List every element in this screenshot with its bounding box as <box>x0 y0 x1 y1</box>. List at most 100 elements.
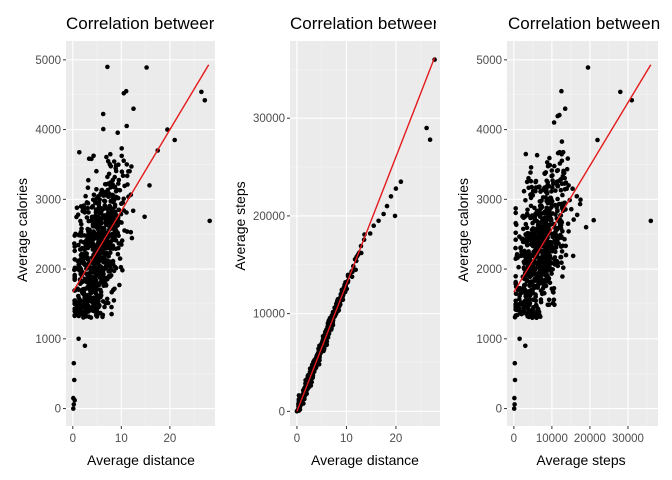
data-point <box>105 64 110 70</box>
data-point <box>371 223 377 228</box>
data-point <box>83 193 88 199</box>
x-tick-label: 20000 <box>574 433 606 445</box>
data-point <box>98 289 104 295</box>
data-point <box>92 218 97 223</box>
data-point <box>549 286 555 292</box>
data-point <box>521 215 526 220</box>
data-point <box>520 236 525 242</box>
data-point <box>560 229 565 234</box>
x-axis-title: Average distance <box>311 452 419 468</box>
data-point <box>117 282 122 288</box>
data-point <box>538 297 544 302</box>
data-point <box>536 263 542 269</box>
data-point <box>528 170 533 175</box>
data-point <box>94 287 100 292</box>
data-point <box>104 251 110 256</box>
data-point <box>566 229 571 234</box>
data-point <box>526 289 531 294</box>
x-axis-title: Average steps <box>536 452 625 468</box>
data-point <box>81 310 86 315</box>
data-point <box>110 287 116 293</box>
data-point <box>101 259 106 265</box>
data-point <box>549 247 555 252</box>
data-point <box>90 197 96 203</box>
data-point <box>528 280 533 285</box>
data-point <box>559 139 565 144</box>
data-point <box>85 257 91 262</box>
data-point <box>121 158 126 163</box>
data-point <box>83 239 88 245</box>
data-point <box>100 111 106 117</box>
data-point <box>557 178 562 183</box>
data-point <box>562 175 567 181</box>
data-point <box>547 155 552 161</box>
data-point <box>523 294 528 299</box>
data-point <box>110 259 116 265</box>
data-point <box>531 232 536 238</box>
data-point <box>106 269 111 274</box>
y-tick-label: 0 <box>496 404 502 416</box>
data-point <box>121 91 127 96</box>
data-point <box>585 65 591 70</box>
data-point <box>108 214 113 220</box>
data-point <box>105 210 111 215</box>
x-tick-label: 10000 <box>536 433 568 445</box>
data-point <box>542 272 547 277</box>
data-point <box>99 208 104 214</box>
data-point <box>106 191 112 196</box>
data-point <box>74 303 80 308</box>
data-point <box>557 112 562 118</box>
data-point <box>85 245 91 251</box>
data-point <box>542 171 548 176</box>
data-point <box>538 288 544 294</box>
data-point <box>117 256 123 261</box>
data-point <box>94 187 99 192</box>
data-point <box>571 217 576 222</box>
data-point <box>521 266 527 272</box>
regression-line <box>296 57 436 412</box>
data-point <box>85 185 91 190</box>
y-tick-label: 1000 <box>35 334 61 346</box>
data-point <box>577 201 583 207</box>
x-tick-label: 0 <box>294 433 300 445</box>
data-point <box>72 377 77 383</box>
data-point <box>107 220 112 225</box>
data-point <box>125 182 130 187</box>
data-point <box>550 185 555 190</box>
data-point <box>570 253 576 259</box>
data-point <box>513 210 518 216</box>
data-point <box>90 240 95 246</box>
data-point <box>523 282 528 287</box>
data-point <box>518 245 524 250</box>
data-point <box>393 186 399 191</box>
data-point <box>545 302 551 308</box>
data-point <box>532 276 537 282</box>
data-point <box>96 265 101 271</box>
data-point <box>537 214 543 219</box>
data-point <box>533 178 539 184</box>
data-point <box>563 243 568 249</box>
data-point <box>560 203 565 209</box>
data-point <box>548 195 553 201</box>
data-point <box>104 206 110 212</box>
data-point <box>549 240 554 246</box>
data-point <box>513 274 518 279</box>
data-point <box>560 192 565 198</box>
regression-line <box>513 64 652 293</box>
data-point <box>105 300 111 306</box>
data-point <box>545 179 550 185</box>
panel-title: Correlation betweer <box>290 14 439 33</box>
panel-title: Correlation between <box>508 14 660 33</box>
data-point <box>517 336 522 342</box>
data-point <box>537 255 542 261</box>
data-point <box>528 203 534 209</box>
data-point <box>523 221 529 227</box>
data-point <box>533 302 539 308</box>
data-point <box>376 218 381 224</box>
data-point <box>525 255 531 261</box>
data-point <box>536 229 542 235</box>
data-point <box>82 295 87 301</box>
data-point <box>97 251 103 256</box>
data-point <box>427 137 433 142</box>
